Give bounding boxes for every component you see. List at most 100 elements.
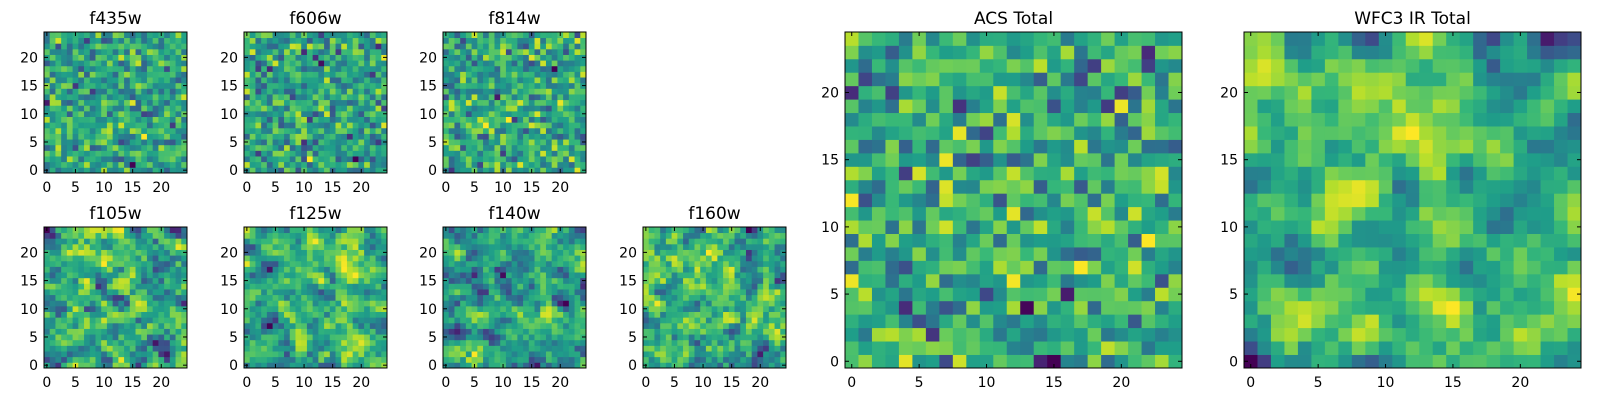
heatmap-cell — [483, 43, 490, 50]
heatmap-cell — [284, 43, 291, 50]
heatmap-cell — [454, 122, 461, 129]
heatmap-cell — [84, 82, 91, 89]
heatmap-cell — [523, 99, 530, 106]
heatmap-cell — [295, 54, 302, 61]
heatmap-cell — [146, 260, 154, 267]
heatmap-cell — [312, 322, 319, 329]
heatmap-cell — [545, 294, 553, 301]
heatmap-cell — [118, 294, 125, 301]
heatmap-cell — [580, 300, 587, 307]
heatmap-cell — [55, 94, 62, 101]
heatmap-cell — [106, 334, 114, 341]
heatmap-cell — [329, 144, 336, 151]
heatmap-cell — [95, 82, 102, 89]
heatmap-cell — [324, 32, 331, 39]
heatmap-cell — [158, 161, 165, 168]
heatmap-cell — [523, 328, 530, 335]
heatmap-cell — [540, 94, 547, 101]
heatmap-cell — [118, 48, 125, 55]
heatmap-cell — [660, 311, 667, 318]
heatmap-cell — [112, 232, 119, 239]
heatmap-cell — [551, 99, 558, 106]
heatmap-cell — [318, 339, 325, 346]
heatmap-cell — [643, 272, 650, 279]
heatmap-cell — [551, 60, 558, 67]
heatmap-cell — [523, 255, 530, 262]
heatmap-cell — [181, 345, 188, 352]
heatmap-cell — [460, 232, 467, 239]
heatmap-cell — [477, 322, 484, 329]
heatmap-cell — [55, 322, 62, 329]
heatmap-cell — [465, 345, 472, 352]
heatmap-cell — [341, 272, 348, 279]
heatmap-cell — [89, 345, 96, 352]
heatmap-cell — [181, 71, 188, 78]
heatmap-cell — [106, 243, 114, 250]
heatmap-cell — [329, 305, 336, 312]
heatmap-cell — [118, 255, 125, 262]
heatmap-cell — [158, 54, 165, 61]
heatmap-cell — [289, 227, 296, 234]
heatmap-cell — [505, 272, 513, 279]
heatmap-cell — [768, 227, 775, 234]
heatmap-cell — [717, 356, 724, 363]
heatmap-cell — [677, 249, 684, 256]
heatmap-cell — [745, 328, 753, 335]
heatmap-cell — [118, 88, 125, 95]
heatmap-cell — [465, 105, 472, 112]
heatmap-cell — [563, 260, 570, 267]
heatmap-cell — [324, 289, 331, 296]
heatmap-cell — [124, 144, 131, 151]
heatmap-cell — [358, 65, 365, 72]
heatmap-cell — [925, 314, 940, 329]
heatmap-cell — [358, 144, 365, 151]
heatmap-cell — [1087, 193, 1102, 208]
heatmap-cell — [660, 351, 667, 358]
heatmap-cell — [175, 227, 182, 234]
heatmap-cell — [563, 116, 570, 123]
heatmap-cell — [341, 105, 348, 112]
heatmap-cell — [768, 351, 775, 358]
heatmap-cell — [364, 249, 371, 256]
heatmap-cell — [494, 356, 501, 363]
heatmap-cell — [261, 82, 268, 89]
heatmap-cell — [369, 238, 376, 245]
heatmap-cell — [341, 356, 348, 363]
heatmap-cell — [574, 32, 581, 39]
heatmap-cell — [511, 43, 518, 50]
heatmap-cell — [152, 94, 159, 101]
heatmap-cell — [249, 345, 256, 352]
heatmap-cell — [677, 362, 684, 369]
heatmap-cell — [335, 161, 342, 168]
heatmap-cell — [289, 266, 296, 273]
heatmap-cell — [1087, 206, 1102, 221]
heatmap-cell — [858, 166, 873, 181]
heatmap-cell — [112, 116, 119, 123]
heatmap-cell — [723, 266, 730, 273]
heatmap-cell — [648, 300, 655, 307]
heatmap-cell — [44, 116, 51, 123]
heatmap-cell — [454, 339, 461, 346]
heatmap-cell — [757, 328, 764, 335]
heatmap-cell — [295, 88, 302, 95]
heatmap-cell — [244, 328, 251, 335]
heatmap-cell — [528, 328, 535, 335]
heatmap-cell — [574, 328, 581, 335]
heatmap-cell — [717, 249, 724, 256]
heatmap-cell — [551, 277, 558, 284]
heatmap-cell — [545, 272, 553, 279]
heatmap-cell — [643, 322, 650, 329]
heatmap-cell — [78, 351, 85, 358]
heatmap-cell — [1141, 193, 1156, 208]
heatmap-cell — [44, 294, 51, 301]
heatmap-cell — [106, 32, 114, 39]
heatmap-cell — [505, 167, 513, 174]
heatmap-cell — [44, 150, 51, 157]
y-tick-label: 0 — [29, 358, 38, 374]
heatmap-cell — [648, 260, 655, 267]
heatmap-cell — [540, 82, 547, 89]
heatmap-cell — [952, 327, 967, 342]
heatmap-cell — [324, 43, 331, 50]
heatmap-cell — [494, 334, 501, 341]
heatmap-cell — [483, 54, 490, 61]
